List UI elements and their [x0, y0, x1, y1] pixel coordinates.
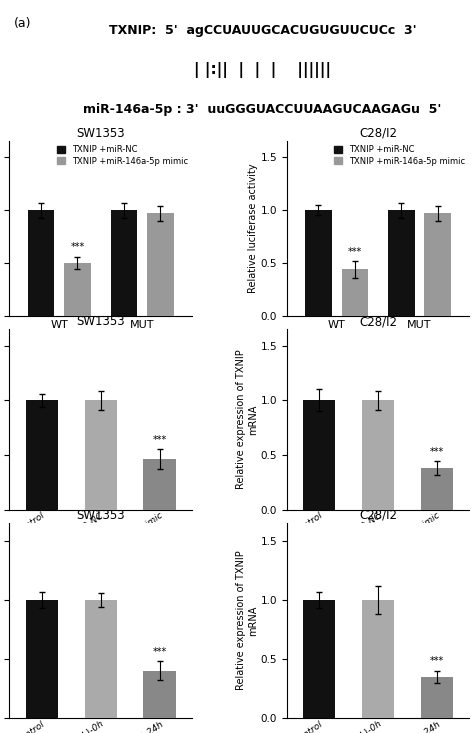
- Text: ***: ***: [430, 656, 444, 666]
- Text: TXNIP:  5'  agCCUAUUGCACUGUGUUCUCc  3': TXNIP: 5' agCCUAUUGCACUGUGUUCUCc 3': [109, 23, 416, 37]
- Bar: [64, 263, 91, 316]
- Title: C28/I2: C28/I2: [359, 127, 397, 140]
- Bar: [421, 677, 453, 718]
- Bar: [84, 600, 117, 718]
- Y-axis label: Relative expression of TXNIP
mRNA: Relative expression of TXNIP mRNA: [236, 350, 258, 490]
- Legend: TXNIP +miR-NC, TXNIP +miR-146a-5p mimic: TXNIP +miR-NC, TXNIP +miR-146a-5p mimic: [56, 145, 188, 166]
- Bar: [388, 210, 415, 316]
- Bar: [26, 400, 58, 509]
- Bar: [143, 671, 176, 718]
- Text: ***: ***: [153, 435, 167, 445]
- Title: SW1353: SW1353: [76, 509, 125, 522]
- Bar: [421, 468, 453, 509]
- Text: (a): (a): [14, 17, 32, 30]
- Title: C28/I2: C28/I2: [359, 315, 397, 328]
- Bar: [147, 213, 173, 316]
- Bar: [425, 213, 451, 316]
- Y-axis label: Relative expression of TXNIP
mRNA: Relative expression of TXNIP mRNA: [236, 550, 258, 690]
- Bar: [110, 210, 137, 316]
- Title: SW1353: SW1353: [76, 315, 125, 328]
- Bar: [26, 600, 58, 718]
- Text: | |:||  |  |  |    ||||||: | |:|| | | | ||||||: [194, 62, 331, 78]
- Title: C28/I2: C28/I2: [359, 509, 397, 522]
- Title: SW1353: SW1353: [76, 127, 125, 140]
- Bar: [362, 600, 394, 718]
- Text: ***: ***: [70, 243, 85, 252]
- Bar: [303, 600, 336, 718]
- Bar: [27, 210, 54, 316]
- Text: ***: ***: [153, 647, 167, 657]
- Bar: [362, 400, 394, 509]
- Text: ***: ***: [348, 247, 362, 257]
- Bar: [143, 460, 176, 509]
- Legend: TXNIP +miR-NC, TXNIP +miR-146a-5p mimic: TXNIP +miR-NC, TXNIP +miR-146a-5p mimic: [334, 145, 465, 166]
- Y-axis label: Relative luciferase activity: Relative luciferase activity: [248, 163, 258, 293]
- Bar: [303, 400, 336, 509]
- Bar: [342, 270, 368, 316]
- Bar: [305, 210, 332, 316]
- Bar: [84, 400, 117, 509]
- Text: miR-146a-5p : 3'  uuGGGUACCUUAAGUCAAGAGu  5': miR-146a-5p : 3' uuGGGUACCUUAAGUCAAGAGu …: [83, 103, 442, 116]
- Text: ***: ***: [430, 447, 444, 457]
